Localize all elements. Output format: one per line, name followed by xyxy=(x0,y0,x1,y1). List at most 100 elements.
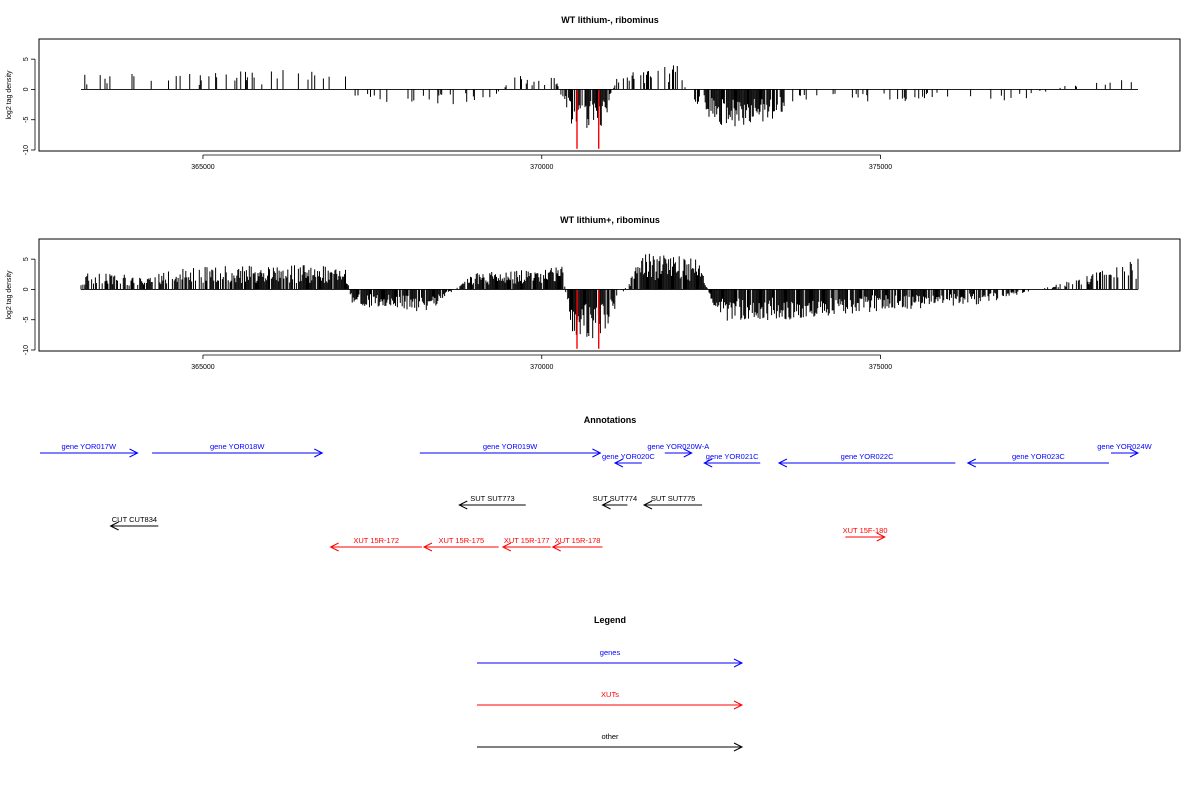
annotation-arrow-head xyxy=(314,448,324,458)
x-tick-label: 370000 xyxy=(530,364,553,371)
annotation-xut: XUT 15R-172 xyxy=(329,536,422,552)
annotation-arrow-head xyxy=(876,532,886,542)
annotation-other: SUT SUT773 xyxy=(458,494,526,510)
annotation-arrow-head xyxy=(501,542,512,552)
density-panel-lithium-minus: WT lithium-, ribominus log2 tag density … xyxy=(6,15,1181,171)
plot-frame xyxy=(38,38,1181,152)
x-tick-label: 365000 xyxy=(191,364,214,371)
annotation-arrow-head xyxy=(592,448,602,458)
plot-frame xyxy=(38,238,1181,352)
y-tick-label: 5 xyxy=(23,57,30,61)
annotation-gene: gene YOR021C xyxy=(703,452,761,468)
x-tick-label: 370000 xyxy=(530,164,553,171)
y-axis: -10 -5 0 5 xyxy=(23,57,36,155)
y-tick-label: -5 xyxy=(23,117,30,123)
x-tick-label: 375000 xyxy=(869,164,892,171)
y-tick-label: 0 xyxy=(23,87,30,91)
annotation-label: gene YOR018W xyxy=(210,442,265,451)
highlight-bars xyxy=(576,89,600,149)
annotation-gene: gene YOR020C xyxy=(602,452,655,468)
annotation-arrow-head xyxy=(109,521,119,531)
annotation-gene: gene YOR023C xyxy=(966,452,1109,468)
annotation-arrow-head xyxy=(966,458,977,468)
annotation-arrow-head xyxy=(458,500,468,510)
legend-label: XUTs xyxy=(601,690,619,699)
density-panel-lithium-plus: WT lithium+, ribominus log2 tag density … xyxy=(6,215,1181,371)
y-tick-label: 0 xyxy=(23,287,30,291)
annotation-other: SUT SUT774 xyxy=(593,494,637,510)
legend-label: genes xyxy=(600,648,621,657)
legend-items: genes XUTs other xyxy=(477,648,744,752)
y-axis-label: log2 tag density xyxy=(6,70,13,120)
annotation-xut: XUT 15R-178 xyxy=(551,536,603,552)
annotation-label: XUT 15R-175 xyxy=(438,536,484,545)
annotation-gene: gene YOR018W xyxy=(152,442,324,458)
annotation-gene: gene YOR024W xyxy=(1097,442,1153,458)
y-tick-label: -5 xyxy=(23,317,30,323)
highlight-bars xyxy=(576,289,600,349)
x-axis: 365000 370000 375000 xyxy=(191,154,892,171)
annotation-label: SUT SUT774 xyxy=(593,494,637,503)
x-tick-label: 375000 xyxy=(869,364,892,371)
x-axis: 365000 370000 375000 xyxy=(191,354,892,371)
annotation-label: XUT 15R-172 xyxy=(353,536,399,545)
panel-title: WT lithium+, ribominus xyxy=(560,215,660,225)
legend-label: other xyxy=(601,732,619,741)
y-tick-label: -10 xyxy=(23,345,30,355)
annotation-arrow-head xyxy=(422,542,433,552)
annotation-label: SUT SUT775 xyxy=(651,494,695,503)
legend-arrow-head xyxy=(733,658,744,668)
legend-arrow-head xyxy=(733,700,744,710)
annotation-arrow-head xyxy=(777,458,788,468)
density-bars xyxy=(84,65,1132,128)
legend-arrow-head xyxy=(733,742,744,752)
annotation-label: gene YOR023C xyxy=(1012,452,1065,461)
legend-item-other: other xyxy=(477,732,744,752)
annotation-xut: XUT 15R-177 xyxy=(501,536,551,552)
annotation-label: gene YOR021C xyxy=(706,452,759,461)
annotation-label: SUT SUT773 xyxy=(470,494,514,503)
legend-item-genes: genes xyxy=(477,648,744,668)
annotation-label: gene YOR022C xyxy=(841,452,894,461)
y-axis: -10 -5 0 5 xyxy=(23,257,36,355)
annotation-label: gene YOR020W-A xyxy=(647,442,709,451)
x-tick-label: 365000 xyxy=(191,164,214,171)
legend-item-XUTs: XUTs xyxy=(477,690,744,710)
annotation-gene: gene YOR017W xyxy=(40,442,139,458)
annotation-label: XUT 15R-177 xyxy=(504,536,550,545)
annotation-gene: gene YOR019W xyxy=(419,442,602,458)
annotation-label: XUT 15F-180 xyxy=(843,526,888,535)
annotation-arrow-head xyxy=(613,458,624,468)
legend-title: Legend xyxy=(594,615,626,625)
annotation-label: gene YOR017W xyxy=(62,442,117,451)
y-axis-label: log2 tag density xyxy=(6,270,13,320)
annotation-label: XUT 15R-178 xyxy=(555,536,601,545)
annotation-features: gene YOR017W gene YOR018W gene YOR019W gene… xyxy=(40,442,1153,552)
annotation-xut: XUT 15F-180 xyxy=(843,526,888,542)
y-tick-label: -10 xyxy=(23,145,30,155)
density-bars xyxy=(80,253,1139,339)
annotation-other: CUT CUT834 xyxy=(109,515,159,531)
annotation-arrow-head xyxy=(329,542,339,552)
panel-title: WT lithium-, ribominus xyxy=(561,15,659,25)
annotation-arrow-head xyxy=(703,458,713,468)
annotation-arrow-head xyxy=(642,500,653,510)
annotation-other: SUT SUT775 xyxy=(642,494,703,510)
annotation-arrow-head xyxy=(551,542,561,552)
annotation-gene: gene YOR020W-A xyxy=(647,442,709,458)
annotation-arrow-head xyxy=(601,500,611,510)
annotation-arrow-head xyxy=(129,448,139,458)
annotation-track: Annotations gene YOR017W gene YOR018W gene… xyxy=(40,415,1153,552)
legend: Legend genes XUTs other xyxy=(477,615,744,752)
annotations-title: Annotations xyxy=(584,415,637,425)
annotation-label: gene YOR024W xyxy=(1097,442,1152,451)
annotation-xut: XUT 15R-175 xyxy=(422,536,499,552)
annotation-arrow-head xyxy=(683,448,693,458)
annotation-gene: gene YOR022C xyxy=(777,452,956,468)
annotation-label: gene YOR020C xyxy=(602,452,655,461)
y-tick-label: 5 xyxy=(23,257,30,261)
annotation-arrow-head xyxy=(1129,448,1140,458)
annotation-label: gene YOR019W xyxy=(483,442,538,451)
annotation-label: CUT CUT834 xyxy=(112,515,157,524)
